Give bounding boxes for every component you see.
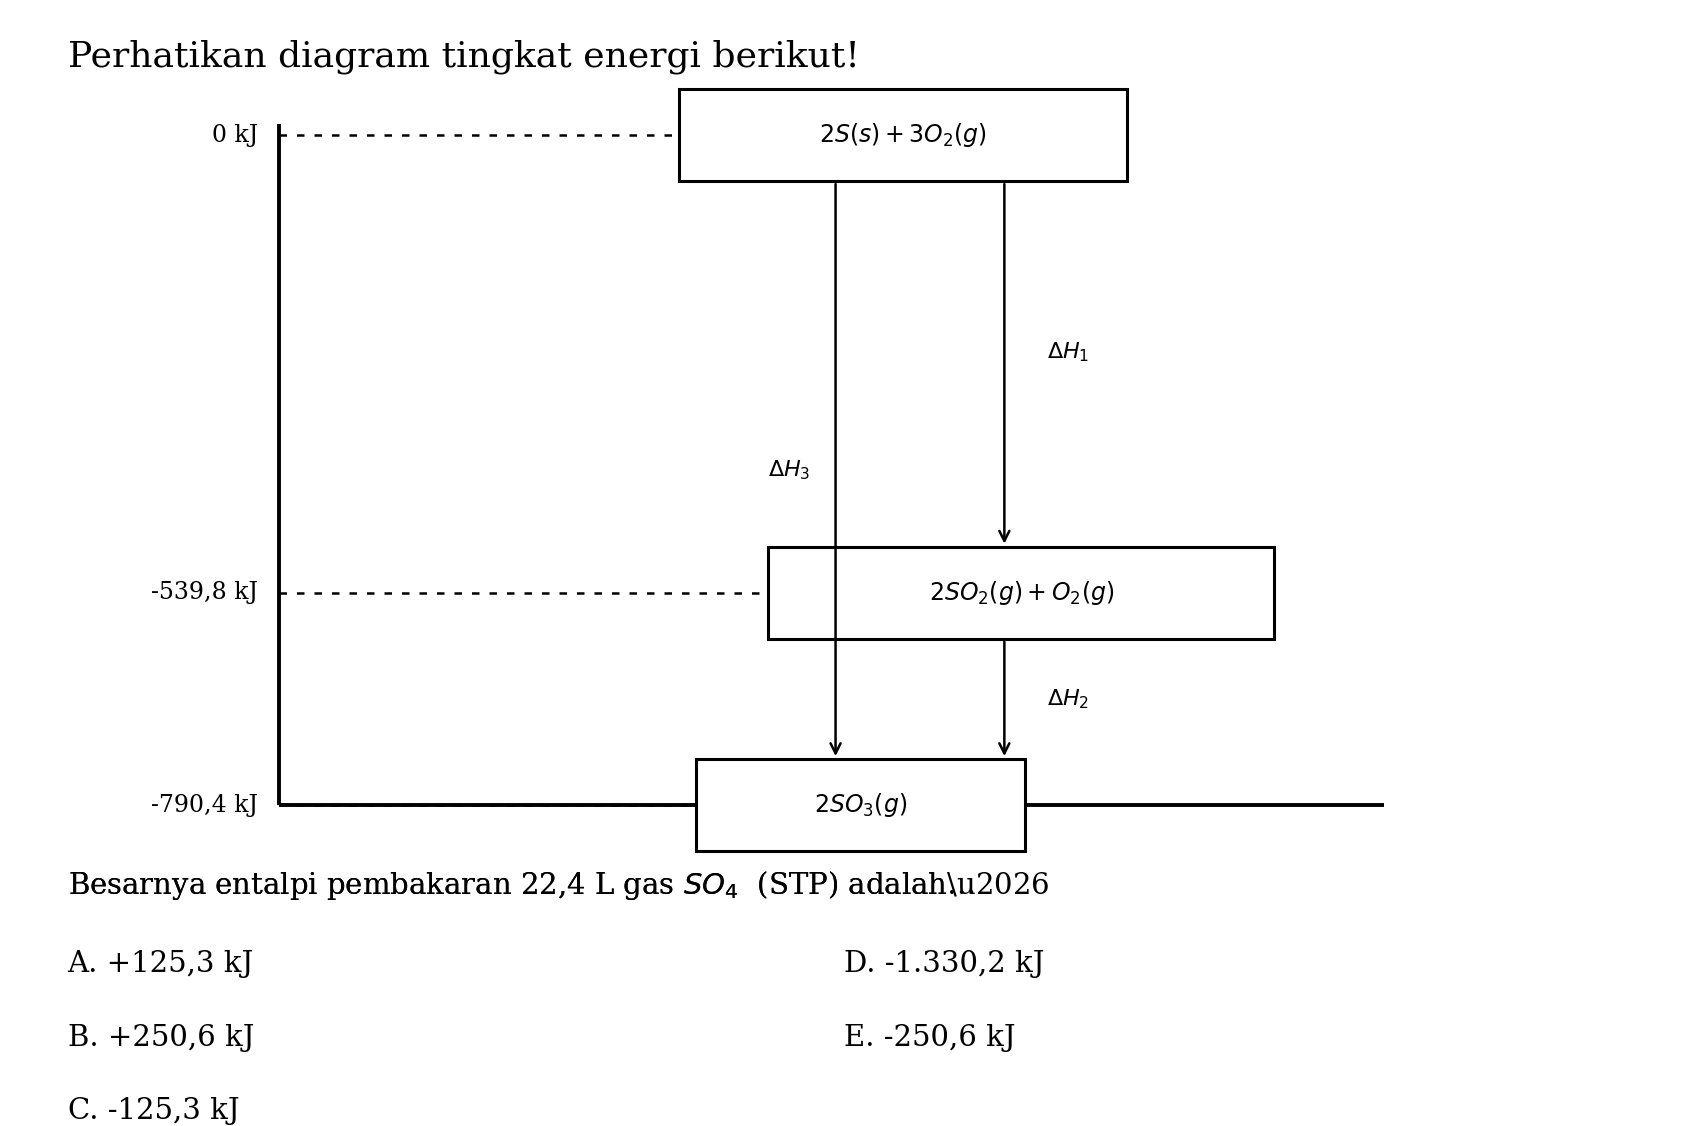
Bar — [680, 89, 1128, 181]
Text: $\Delta H_3$: $\Delta H_3$ — [768, 458, 810, 482]
Text: A. +125,3 kJ: A. +125,3 kJ — [68, 950, 253, 978]
Text: B. +250,6 kJ: B. +250,6 kJ — [68, 1024, 253, 1052]
Text: 0 kJ: 0 kJ — [213, 124, 258, 146]
Bar — [768, 546, 1274, 638]
Text: $\Delta H_1$: $\Delta H_1$ — [1047, 341, 1089, 365]
Text: C. -125,3 kJ: C. -125,3 kJ — [68, 1097, 240, 1125]
Text: Besarnya entalpi pembakaran 22,4 L gas $SO_4$  (STP) adalah…: Besarnya entalpi pembakaran 22,4 L gas $… — [68, 869, 974, 902]
Text: Perhatikan diagram tingkat energi berikut!: Perhatikan diagram tingkat energi beriku… — [68, 39, 859, 74]
Text: Besarnya entalpi pembakaran 22,4 L gas $SO_4$  (STP) adalah\u2026: Besarnya entalpi pembakaran 22,4 L gas $… — [68, 869, 1048, 902]
Text: $\Delta H_2$: $\Delta H_2$ — [1047, 687, 1089, 711]
Text: D. -1.330,2 kJ: D. -1.330,2 kJ — [844, 950, 1045, 978]
Text: -790,4 kJ: -790,4 kJ — [152, 794, 258, 816]
Text: $2SO_2(g) + O_2(g)$: $2SO_2(g) + O_2(g)$ — [928, 579, 1114, 607]
Text: -539,8 kJ: -539,8 kJ — [152, 581, 258, 605]
Text: $2SO_3(g)$: $2SO_3(g)$ — [814, 792, 908, 819]
Text: E. -250,6 kJ: E. -250,6 kJ — [844, 1024, 1016, 1052]
Text: $2S(s) + 3O_2(g)$: $2S(s) + 3O_2(g)$ — [819, 122, 987, 149]
Bar — [695, 759, 1025, 851]
